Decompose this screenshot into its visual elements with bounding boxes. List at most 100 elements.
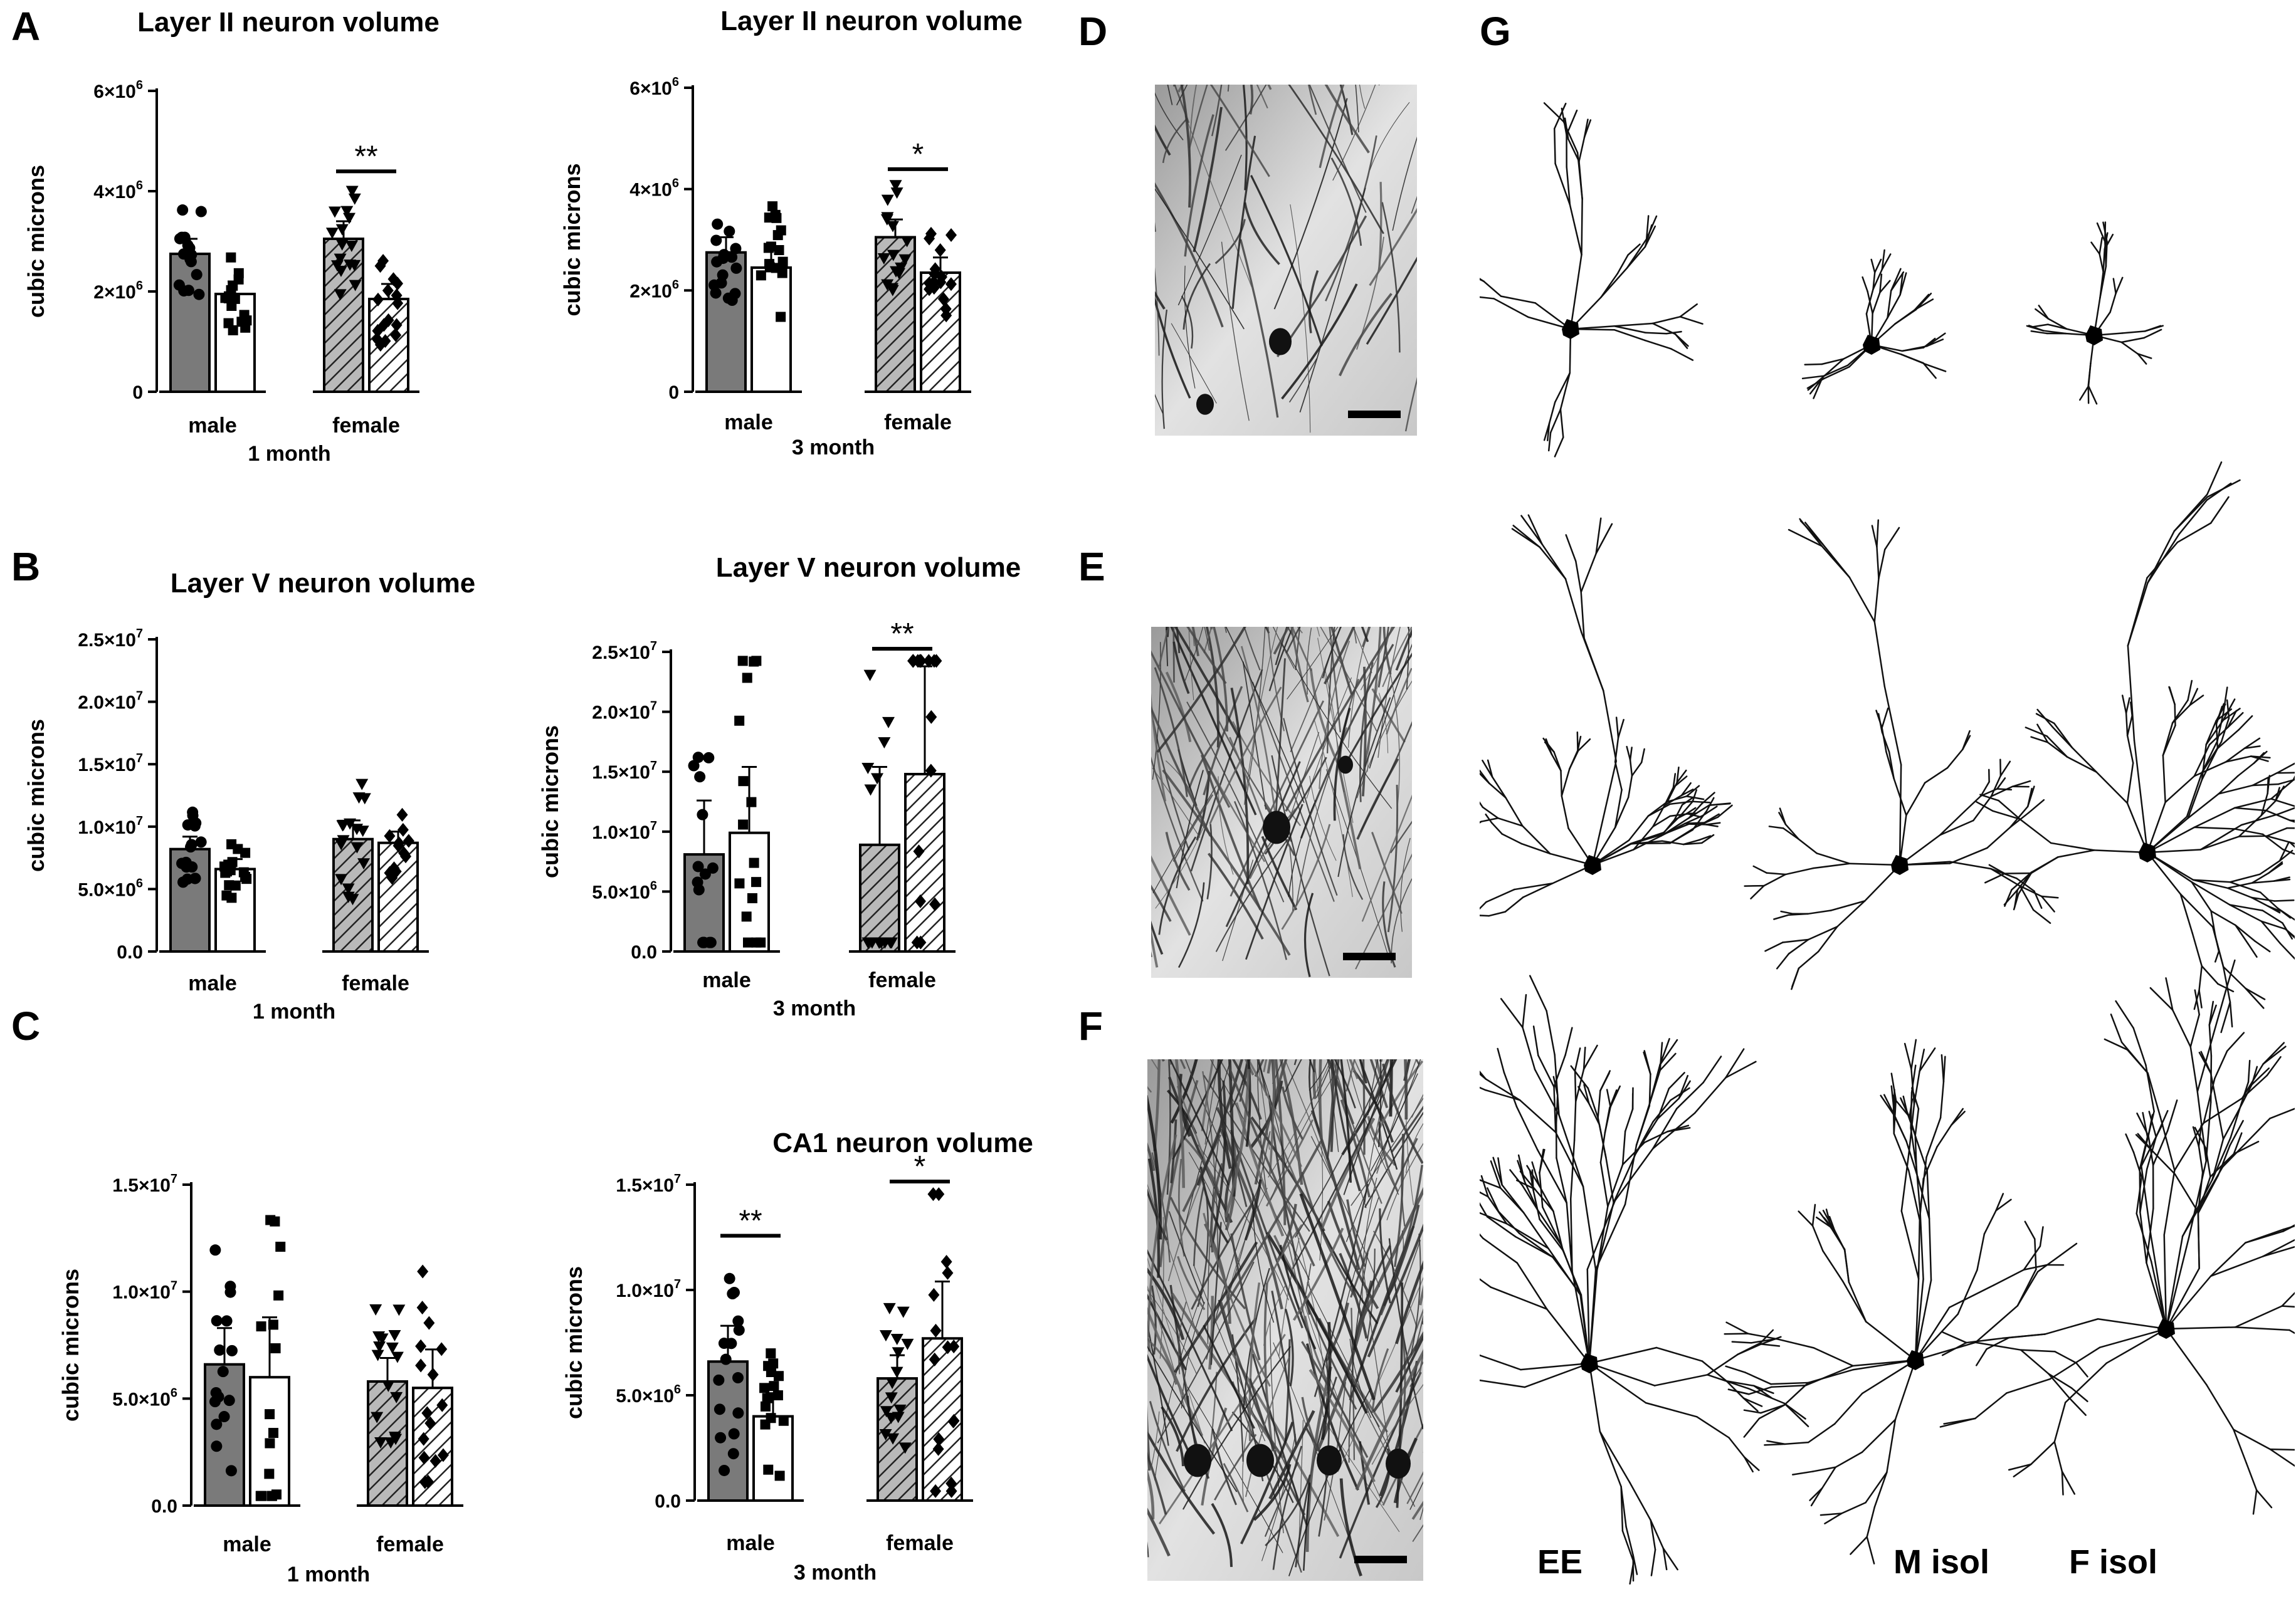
dendrite-segment	[1725, 1048, 1745, 1079]
dendrite-stain	[1319, 1059, 1323, 1139]
dendrite-stain	[1388, 1230, 1404, 1296]
dendrite-stain	[1283, 718, 1338, 896]
dendrite-segment	[1652, 1099, 1672, 1123]
dendrite-segment	[1818, 926, 1838, 953]
x-axis-label: 1 month	[248, 442, 330, 466]
dendrite-stain	[1320, 627, 1378, 733]
micrograph-layer-ii	[1155, 85, 1417, 436]
dendrite-stain	[1377, 627, 1389, 688]
dendrite-stain	[1205, 627, 1219, 748]
dendrite-stain	[1243, 202, 1280, 265]
dendrite-segment	[2104, 233, 2114, 251]
dendrite-segment	[1824, 1512, 1843, 1524]
dendrite-segment	[2238, 814, 2263, 837]
data-point-square	[756, 937, 766, 948]
data-point-diamond	[930, 654, 942, 668]
dendrite-segment	[2165, 1328, 2208, 1386]
x-group-label: male	[188, 972, 237, 995]
dendrite-segment	[2269, 1448, 2295, 1451]
data-point-circle	[225, 1465, 237, 1477]
dendrite-stain	[1349, 1059, 1359, 1079]
data-point-circle	[705, 936, 717, 948]
data-point-triangle	[887, 221, 900, 233]
dendrite-stain	[1327, 1200, 1379, 1309]
dendrite-segment	[1629, 1481, 1651, 1521]
dendrite-segment	[2247, 943, 2258, 958]
y-tick-label: 1.5×107	[616, 1172, 681, 1196]
dendrite-segment	[2174, 1122, 2204, 1172]
dendrite-stain	[1176, 627, 1181, 654]
data-point-circle	[722, 292, 734, 304]
data-point-diamond	[436, 1398, 448, 1412]
data-point-diamond	[928, 281, 940, 295]
dendrite-segment	[2133, 739, 2149, 854]
data-point-triangle	[334, 266, 347, 278]
dendrite-segment	[1951, 1111, 1966, 1126]
dendrite-segment	[1804, 1365, 1854, 1386]
dendrite-segment	[2147, 530, 2176, 584]
dendrite-segment	[2270, 798, 2295, 807]
dendrite-segment	[2238, 835, 2268, 837]
soma	[1562, 319, 1579, 339]
dendrite-stain	[1184, 627, 1204, 681]
data-point-triangle	[340, 206, 354, 218]
bar-male-ee	[169, 253, 211, 393]
dendrite-segment	[1778, 812, 1787, 826]
soma	[2157, 1319, 2175, 1339]
soma	[2085, 325, 2103, 345]
dendrite-stain	[1231, 1381, 1302, 1573]
dendrite-segment	[1763, 873, 1787, 887]
dendrite-stain	[1326, 1059, 1340, 1160]
dendrite-segment	[1813, 1347, 1854, 1367]
dendrite-stain	[1364, 1111, 1423, 1208]
dendrite-stain	[1370, 1059, 1421, 1172]
dendrite-stain	[1147, 1431, 1216, 1535]
dendrite-segment	[1599, 1131, 1606, 1163]
dendrite-segment	[1692, 810, 1708, 831]
data-point-triangle	[336, 820, 349, 832]
dendrite-stain	[1419, 1452, 1423, 1520]
dendrite-segment	[1594, 1203, 1626, 1271]
dendrite-stain	[1191, 627, 1199, 656]
dendrite-segment	[1890, 268, 1902, 291]
data-point-triangle	[875, 937, 888, 949]
dendrite-segment	[2036, 1254, 2062, 1273]
dendrite-segment	[1948, 1284, 1995, 1309]
data-point-diamond	[403, 834, 414, 848]
dendrite-stain	[1257, 1059, 1267, 1192]
dendrite-segment	[1922, 337, 1936, 349]
dendrite-segment	[2059, 1242, 2078, 1257]
dendrite-segment	[2139, 1136, 2149, 1170]
dendrite-segment	[1791, 967, 1800, 988]
dendrite-stain	[1289, 847, 1293, 911]
dendrite-segment	[1992, 810, 2021, 820]
dendrite-segment	[1480, 901, 1487, 910]
dendrite-segment	[1875, 710, 1883, 729]
dendrite-segment	[1908, 1116, 1917, 1140]
dendrite-stain	[1353, 627, 1372, 673]
dendrite-segment	[2262, 1046, 2287, 1065]
dendrite-stain	[1214, 219, 1246, 265]
dendrite-segment	[1870, 258, 1876, 273]
dendrite-segment	[1643, 1051, 1651, 1075]
dendrite-stain	[1217, 1059, 1232, 1169]
y-axis-label: cubic microns	[561, 1266, 587, 1419]
dendrite-segment	[2216, 1103, 2225, 1140]
data-point-triangle	[889, 180, 902, 192]
data-point-circle	[191, 269, 203, 281]
dendrite-segment	[2139, 1211, 2147, 1264]
dendrite-segment	[1678, 1080, 1691, 1099]
dendrite-segment	[2035, 308, 2050, 320]
dendrite-segment	[2222, 708, 2241, 721]
data-point-circle	[195, 836, 207, 848]
dendrite-segment	[1586, 1268, 1591, 1365]
dendrite-segment	[2049, 1346, 2101, 1380]
dendrite-segment	[1522, 825, 1551, 855]
dendrite-segment	[1798, 838, 1818, 854]
dendrite-segment	[1659, 1039, 1678, 1066]
dendrite-segment	[2192, 1126, 2200, 1148]
dendrite-segment	[1727, 1388, 1750, 1395]
dendrite-segment	[1914, 1306, 1951, 1361]
dendrite-segment	[1668, 1072, 1685, 1090]
dendrite-segment	[1725, 1321, 1749, 1334]
